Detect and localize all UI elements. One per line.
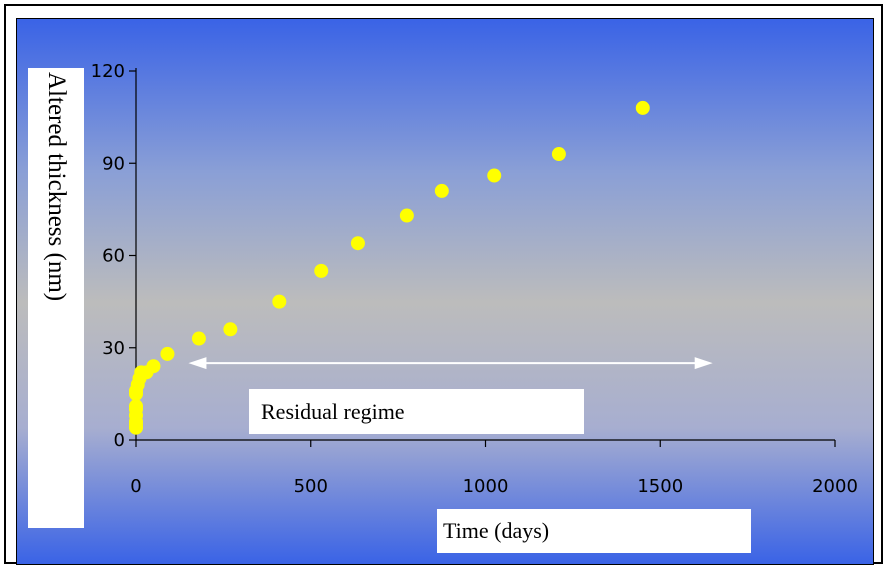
axes: 0 30 60 90 120 0 500 1000 1500 2000 bbox=[91, 61, 858, 497]
data-point bbox=[129, 399, 143, 414]
data-points bbox=[129, 100, 650, 435]
y-axis-label-box bbox=[28, 68, 84, 528]
data-point bbox=[160, 346, 175, 361]
x-tick-label: 2000 bbox=[812, 476, 858, 497]
y-axis-label: Altered thickness (nm) bbox=[43, 72, 70, 302]
y-tick-label: 60 bbox=[102, 246, 125, 267]
arrow-head-left bbox=[188, 357, 207, 370]
data-point bbox=[551, 147, 566, 162]
data-point bbox=[272, 294, 287, 309]
x-tick-label: 1000 bbox=[463, 476, 509, 497]
residual-regime-arrow bbox=[188, 357, 713, 370]
y-tick-label: 0 bbox=[114, 430, 125, 451]
x-tick-label: 1500 bbox=[637, 476, 683, 497]
data-point bbox=[314, 263, 329, 278]
y-tick-label: 90 bbox=[102, 153, 125, 174]
y-tick-label: 30 bbox=[102, 338, 125, 359]
plot-area bbox=[16, 18, 874, 565]
data-point bbox=[399, 208, 414, 223]
data-point bbox=[434, 183, 449, 198]
x-tick-label: 0 bbox=[130, 476, 141, 497]
y-tick-label: 120 bbox=[91, 61, 125, 82]
x-axis-label: Time (days) bbox=[437, 509, 751, 553]
data-point bbox=[350, 236, 365, 251]
x-tick-label: 500 bbox=[294, 476, 328, 497]
data-point bbox=[191, 331, 206, 346]
data-point bbox=[146, 359, 161, 374]
data-point bbox=[223, 322, 238, 337]
data-point bbox=[635, 100, 650, 115]
arrow-head-right bbox=[694, 357, 713, 370]
data-point bbox=[487, 168, 502, 183]
annotation-residual-regime: Residual regime bbox=[249, 389, 584, 434]
